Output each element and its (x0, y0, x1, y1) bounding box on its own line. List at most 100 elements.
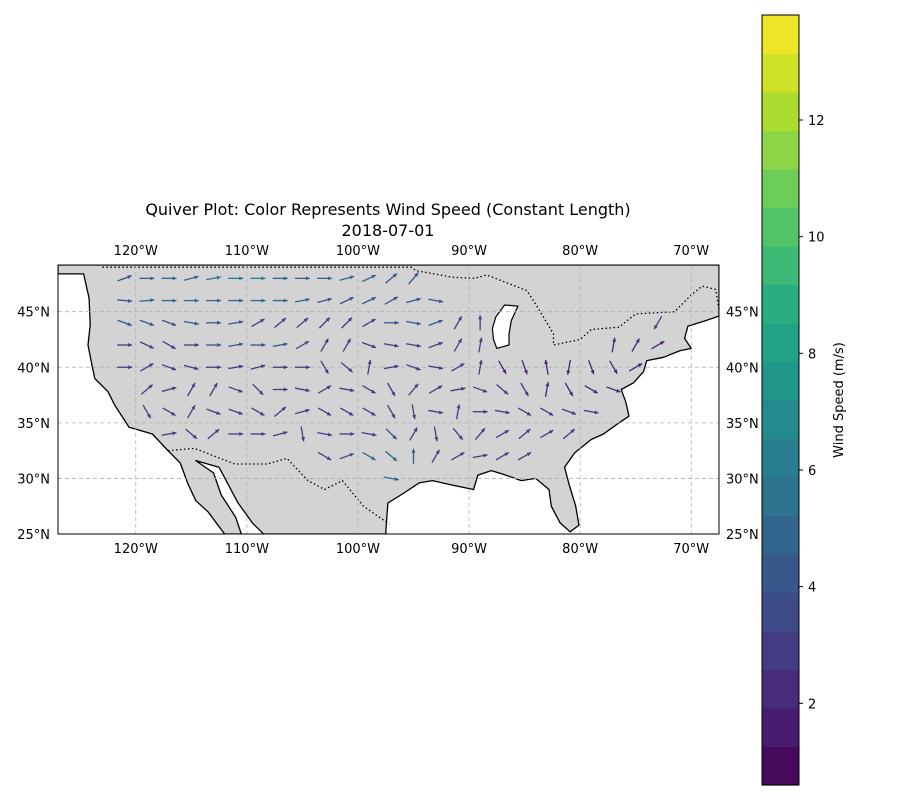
wind-arrow (206, 320, 222, 325)
wind-arrow (362, 451, 376, 461)
colorbar-tick-label: 2 (808, 697, 816, 712)
colorbar-segment (762, 631, 799, 671)
wind-arrow (539, 407, 554, 417)
wind-arrow (339, 387, 355, 393)
lat-ticks-left: 25°N 30°N 35°N 40°N 45°N (17, 306, 50, 543)
wind-arrow (544, 359, 549, 375)
lon-tick-label: 100°W (336, 244, 380, 259)
wind-arrow (361, 274, 377, 283)
colorbar-segment (762, 130, 799, 170)
wind-arrow (408, 272, 419, 285)
wind-arrow (294, 408, 310, 415)
wind-arrow (117, 343, 133, 348)
wind-arrow (272, 276, 288, 281)
wind-arrow (562, 428, 576, 440)
wind-arrow (385, 428, 398, 440)
wind-arrow (320, 360, 329, 375)
wind-arrow (139, 276, 155, 281)
wind-arrow (317, 407, 332, 417)
lake-michigan (491, 304, 519, 350)
colorbar-segment (762, 53, 799, 93)
wind-arrow (408, 383, 419, 396)
wind-arrow (606, 386, 621, 393)
wind-arrow (294, 365, 310, 370)
wind-arrow (209, 382, 218, 397)
wind-arrow (161, 431, 177, 436)
wind-arrow (228, 320, 244, 325)
wind-arrow (274, 406, 287, 418)
wind-arrow (185, 428, 198, 440)
lat-tick-label: 25°N (17, 528, 50, 543)
wind-arrow (428, 385, 443, 394)
wind-arrow (383, 343, 399, 348)
lon-tick-label: 80°W (562, 542, 598, 557)
wind-arrow (498, 360, 507, 375)
lat-tick-label: 45°N (726, 306, 759, 321)
wind-arrow (367, 359, 372, 375)
colorbar-frame (761, 14, 800, 786)
colorbar-segment (762, 284, 799, 324)
wind-arrow (611, 337, 617, 353)
wind-arrow (228, 431, 244, 436)
lat-tick-label: 40°N (726, 361, 759, 376)
wind-arrow (341, 317, 353, 329)
wind-arrow (566, 359, 571, 375)
colorbar-tick-label: 4 (808, 581, 816, 596)
wind-arrow (428, 409, 444, 415)
wind-arrow (228, 386, 244, 393)
colorbar-segment (762, 361, 799, 401)
wind-arrow (339, 453, 355, 460)
wind-arrow (361, 296, 377, 305)
wind-arrow (250, 276, 266, 281)
wind-arrow (362, 318, 376, 328)
lat-ticks-right: 25°N 30°N 35°N 40°N 45°N (726, 306, 759, 543)
colorbar-segment (762, 323, 799, 363)
wind-arrow (455, 404, 461, 420)
wind-arrow (317, 297, 333, 304)
wind-arrow (339, 275, 355, 281)
wind-arrow (162, 407, 176, 417)
wind-arrow (651, 340, 665, 350)
plot-subtitle: 2018-07-01 (342, 221, 435, 240)
mexico-border (167, 447, 390, 525)
colorbar-segment (762, 515, 799, 555)
wind-arrow (451, 362, 465, 372)
lat-tick-label: 40°N (17, 361, 50, 376)
wind-arrow (161, 298, 177, 303)
lat-tick-label: 35°N (726, 417, 759, 432)
wind-arrow (428, 365, 444, 370)
wind-arrow (451, 451, 465, 461)
wind-arrow (653, 315, 663, 330)
wind-arrow (252, 383, 264, 396)
wind-arrow (474, 427, 486, 441)
wind-arrow (339, 431, 355, 436)
lon-tick-label: 110°W (225, 244, 269, 259)
colorbar-segment (762, 669, 799, 709)
colorbar-tick-label: 10 (808, 231, 825, 246)
wind-arrow (161, 386, 177, 393)
wind-arrow (294, 276, 310, 281)
wind-arrow (320, 338, 329, 352)
wind-arrow (272, 298, 288, 303)
lat-tick-label: 30°N (17, 472, 50, 487)
wind-arrow (478, 315, 483, 331)
wind-arrow (478, 337, 483, 353)
wind-arrow (206, 408, 221, 415)
colorbar-segment (762, 15, 799, 55)
wind-arrow (140, 384, 154, 395)
colorbar-segment (762, 477, 799, 517)
wind-arrow (409, 427, 418, 441)
wind-arrow (318, 317, 331, 329)
wind-arrow (521, 359, 528, 375)
wind-arrow (317, 276, 333, 281)
wind-arrow (161, 319, 177, 326)
wind-arrow (294, 297, 310, 303)
wind-arrow (183, 364, 199, 371)
lon-tick-label: 90°W (451, 244, 487, 259)
wind-arrow (383, 320, 399, 325)
lon-tick-label: 120°W (114, 244, 158, 259)
wind-arrow (383, 476, 399, 481)
wind-arrow (453, 315, 463, 330)
wind-arrow (183, 343, 199, 348)
